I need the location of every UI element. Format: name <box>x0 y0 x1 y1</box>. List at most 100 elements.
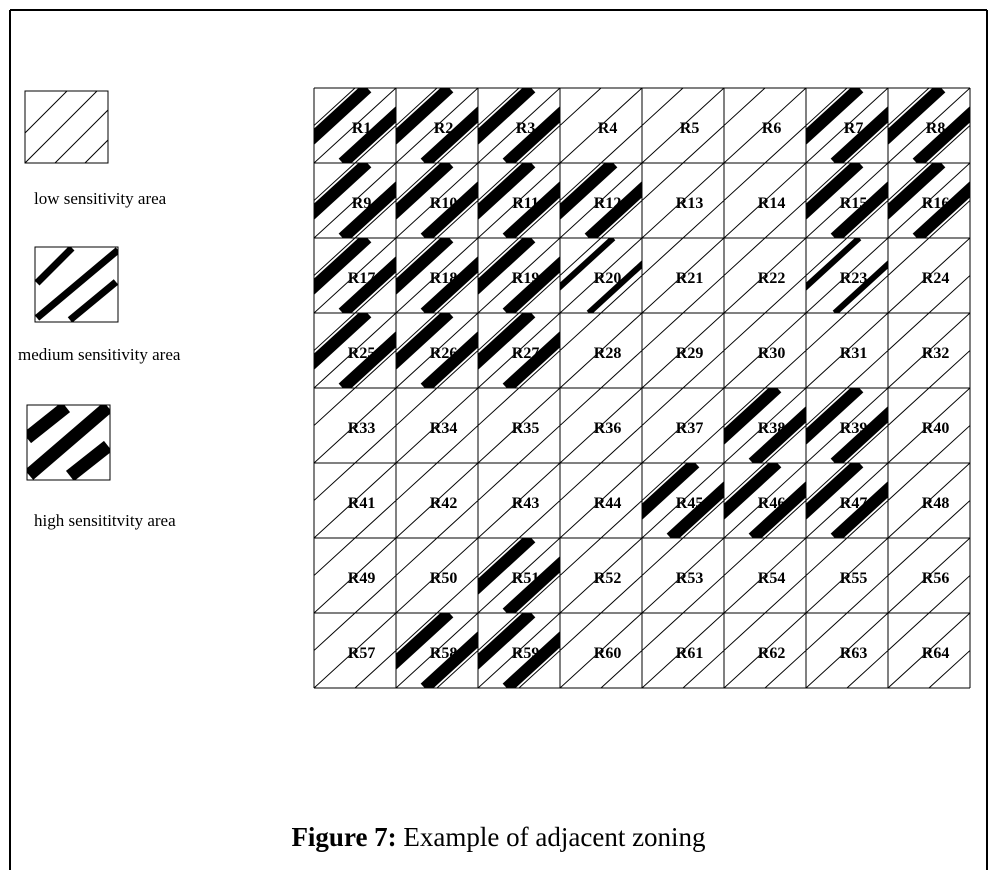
thin-hatch-line <box>600 274 642 313</box>
high-hatch-line <box>420 256 478 313</box>
thin-hatch-line <box>396 538 478 613</box>
zone-label: R46 <box>758 495 786 512</box>
thin-hatch-line <box>396 163 478 238</box>
thin-hatch-line <box>478 163 560 238</box>
thin-hatch-line <box>969 312 970 313</box>
thin-hatch-line <box>642 88 684 127</box>
zone-label: R20 <box>594 270 622 287</box>
high-hatch-line <box>912 181 970 238</box>
zone-label: R10 <box>430 195 458 212</box>
high-hatch-line <box>806 388 864 445</box>
zone-cell-r57-low <box>314 613 396 688</box>
legend-label-high: high sensititvity area <box>34 511 176 530</box>
high-hatch-line <box>912 106 970 163</box>
thin-hatch-line <box>928 199 970 238</box>
figure-caption: Figure 7: Example of adjacent zoning <box>0 822 997 853</box>
high-hatch-line <box>830 406 888 463</box>
zone-cell-r50-low <box>396 538 478 613</box>
zone-cell-r26-high <box>396 313 478 388</box>
thin-hatch-line <box>806 538 888 613</box>
zone-label: R18 <box>430 270 458 287</box>
zone-cell-r13-low <box>642 163 724 238</box>
thin-hatch-line <box>314 313 356 352</box>
zone-cell-r17-high <box>314 238 396 313</box>
zone-cell-r36-low <box>560 388 642 463</box>
high-hatch-line <box>666 481 724 538</box>
zone-cell-r39-high <box>806 388 888 463</box>
zone-cell-r28-low <box>560 313 642 388</box>
thin-hatch-line <box>888 313 970 388</box>
zone-label: R3 <box>516 120 536 137</box>
zone-cell-r43-low <box>478 463 560 538</box>
high-hatch-line <box>314 88 372 145</box>
zone-label: R31 <box>840 345 868 362</box>
high-hatch-line <box>888 163 946 220</box>
thin-hatch-line <box>888 538 970 613</box>
zone-cell-r8-high <box>888 88 970 163</box>
thin-hatch-line <box>314 313 396 388</box>
thin-hatch-line <box>888 463 930 502</box>
zone-cell-r33-low <box>314 388 396 463</box>
thin-hatch-line <box>436 199 478 238</box>
zone-label: R12 <box>594 195 622 212</box>
zone-cell-r11-high <box>478 163 560 238</box>
thin-hatch-line <box>314 238 356 277</box>
zone-label: R14 <box>758 195 786 212</box>
zone-cell-r56-low <box>888 538 970 613</box>
thin-hatch-line <box>806 313 888 388</box>
thin-hatch-line <box>642 88 724 163</box>
thin-hatch-line <box>478 613 560 688</box>
zone-label: R2 <box>434 120 454 137</box>
zone-label: R45 <box>676 495 704 512</box>
high-hatch-line <box>314 163 372 220</box>
zone-label: R47 <box>840 495 868 512</box>
zone-label: R37 <box>676 420 704 437</box>
zone-label: R60 <box>594 645 622 662</box>
thin-hatch-line <box>764 574 806 613</box>
high-hatch-line <box>502 556 560 613</box>
high-hatch-line <box>642 463 700 520</box>
zone-label: R26 <box>430 345 458 362</box>
thin-hatch-line <box>642 313 724 388</box>
zone-cell-r52-low <box>560 538 642 613</box>
thin-hatch-line <box>560 163 642 238</box>
thin-hatch-line <box>396 463 478 538</box>
high-hatch-line <box>478 163 536 220</box>
thin-hatch-line <box>928 124 970 163</box>
zone-cell-r49-low <box>314 538 396 613</box>
thin-hatch-line <box>560 238 602 277</box>
zone-label: R63 <box>840 645 868 662</box>
thin-hatch-line <box>642 238 684 277</box>
thin-hatch-line <box>642 163 724 238</box>
high-hatch-line <box>396 88 454 145</box>
thin-hatch-line <box>478 238 560 313</box>
zone-cell-r2-high <box>396 88 478 163</box>
high-hatch-line <box>478 538 536 595</box>
thin-hatch-line <box>396 88 478 163</box>
thin-hatch-line <box>642 613 724 688</box>
zone-cell-r30-low <box>724 313 806 388</box>
thin-hatch-line <box>888 238 930 277</box>
thin-hatch-line <box>888 613 970 688</box>
thin-hatch-line <box>478 538 560 613</box>
thin-hatch-line <box>928 349 970 388</box>
zone-label: R34 <box>430 420 458 437</box>
thin-hatch-line <box>682 649 724 688</box>
zone-cell-r5-low <box>642 88 724 163</box>
high-hatch-line <box>338 181 396 238</box>
thin-hatch-line <box>642 313 684 352</box>
high-hatch-line <box>478 313 536 370</box>
legend-label-medium: medium sensitivity area <box>18 345 181 364</box>
thin-hatch-line <box>354 199 396 238</box>
high-hatch-line <box>724 463 782 520</box>
thin-hatch-line <box>969 387 970 388</box>
legend-label-low: low sensitivity area <box>34 189 167 208</box>
thin-hatch-line <box>764 499 806 538</box>
high-hatch-line <box>806 88 864 145</box>
thin-hatch-line <box>806 613 848 652</box>
thin-hatch-line <box>396 238 478 313</box>
zone-cell-r35-low <box>478 388 560 463</box>
thin-hatch-line <box>806 238 848 277</box>
grid-hatching <box>314 88 970 688</box>
